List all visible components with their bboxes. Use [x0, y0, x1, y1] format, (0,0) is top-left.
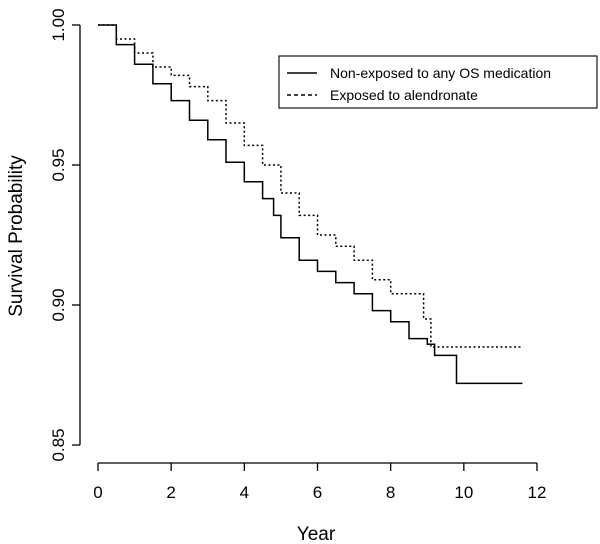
- x-tick-label: 0: [93, 483, 102, 502]
- series-line-non-exposed: [98, 24, 523, 385]
- x-tick-label: 2: [166, 483, 175, 502]
- legend: Non-exposed to any OS medication Exposed…: [278, 55, 598, 109]
- y-tick-label: 0.95: [49, 148, 68, 181]
- y-tick-label: 1.00: [49, 8, 68, 41]
- x-tick-label: 6: [313, 483, 322, 502]
- x-tick-label: 10: [454, 483, 473, 502]
- x-tick-label: 4: [240, 483, 249, 502]
- x-axis-ticks: 0 2 4 6 8 10 12: [93, 463, 546, 502]
- y-axis-ticks: 0.85 0.90 0.95 1.00: [49, 8, 80, 462]
- plot-lines: [98, 24, 523, 385]
- x-axis-title: Year: [297, 524, 336, 544]
- y-tick-label: 0.90: [49, 288, 68, 321]
- legend-box: [278, 55, 598, 109]
- y-axis-title: Survival Probability: [6, 155, 27, 317]
- legend-label-non-exposed: Non-exposed to any OS medication: [330, 65, 551, 81]
- x-tick-label: 8: [386, 483, 395, 502]
- legend-label-exposed: Exposed to alendronate: [330, 87, 478, 103]
- x-tick-label: 12: [528, 483, 547, 502]
- y-tick-label: 0.85: [49, 428, 68, 461]
